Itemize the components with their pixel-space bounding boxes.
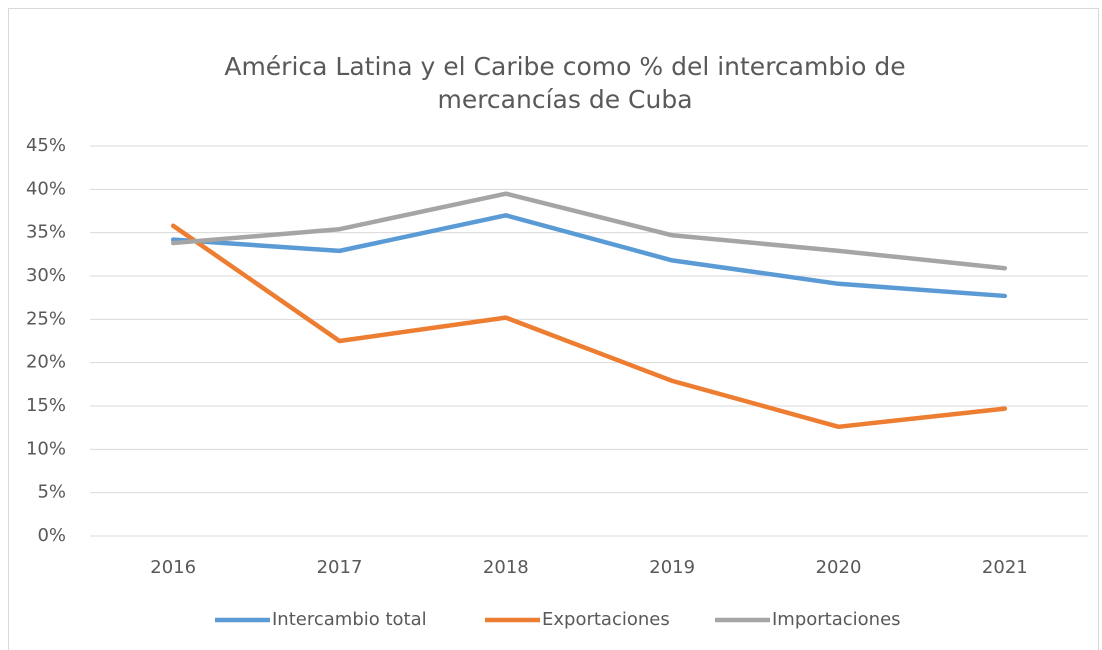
chart-frame (8, 8, 1099, 650)
x-tick-label: 2021 (982, 557, 1028, 578)
y-tick-label: 20% (26, 352, 66, 373)
series-line (170, 213, 1008, 299)
series-line (170, 191, 1008, 271)
y-tick-label: 5% (37, 482, 66, 503)
legend-label: Exportaciones (542, 609, 670, 630)
y-tick-label: 25% (26, 308, 66, 329)
x-tick-label: 2016 (150, 557, 196, 578)
y-tick-label: 30% (26, 265, 66, 286)
x-tick-label: 2020 (816, 557, 862, 578)
legend-label: Importaciones (772, 609, 901, 630)
y-tick-label: 40% (26, 178, 66, 199)
chart-title: América Latina y el Caribe como % del in… (224, 52, 906, 114)
y-tick-label: 0% (37, 525, 66, 546)
x-tick-label: 2017 (317, 557, 363, 578)
y-tick-label: 45% (26, 135, 66, 156)
legend-label: Intercambio total (272, 609, 427, 630)
series-line (170, 223, 1008, 430)
x-tick-label: 2018 (483, 557, 529, 578)
y-tick-label: 35% (26, 222, 66, 243)
y-tick-label: 15% (26, 395, 66, 416)
x-tick-label: 2019 (649, 557, 695, 578)
y-tick-label: 10% (26, 438, 66, 459)
